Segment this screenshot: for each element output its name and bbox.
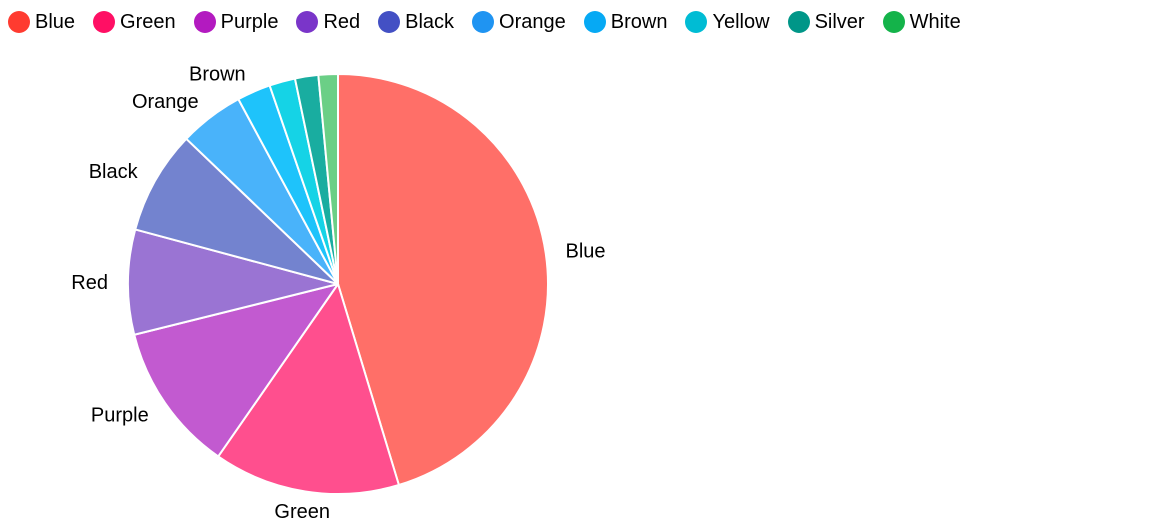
legend-swatch-icon [296,11,319,33]
legend: Blue Green Purple Red Black Orange Brown [8,8,979,36]
legend-item-white[interactable]: White [882,10,961,34]
legend-swatch-icon [472,11,495,33]
pie-slice-black[interactable] [134,137,339,285]
legend-swatch-icon [685,11,708,33]
legend-swatch-icon [93,11,116,33]
legend-item-yellow[interactable]: Yellow [685,10,770,34]
legend-label: Black [405,10,455,33]
legend-item-purple[interactable]: Purple [193,10,279,34]
slice-label-brown: Brown [189,63,246,85]
legend-item-green[interactable]: Green [93,11,176,34]
pie-slice-purple[interactable] [133,283,339,458]
pie-slice-red[interactable] [127,228,339,336]
legend-label: Purple [220,10,279,33]
slice-label-black: Black [89,161,139,183]
legend-item-blue[interactable]: Blue [8,11,75,34]
legend-swatch-icon [882,11,905,33]
legend-item-black[interactable]: Black [378,11,454,34]
legend-label: Silver [814,10,865,33]
legend-label: Brown [610,10,668,33]
pie-slice-green[interactable] [217,283,400,495]
legend-label: White [909,10,961,33]
legend-label: Red [323,10,361,33]
legend-label: Green [120,10,176,33]
slice-label-orange: Orange [132,91,199,113]
legend-item-brown[interactable]: Brown [583,10,668,34]
pie-slice-labels: Blue Green Purple Red Black Orange Brown [71,63,605,521]
legend-item-red[interactable]: Red [296,11,360,34]
pie-slice-blue[interactable] [337,73,549,486]
legend-label: Orange [499,10,566,33]
pie-slices [127,72,549,495]
legend-swatch-icon [378,11,401,33]
slice-label-purple: Purple [91,405,149,427]
legend-label: Yellow [712,10,770,33]
legend-swatch-icon [583,11,606,33]
legend-swatch-icon [8,11,30,33]
pie-slice-white[interactable] [317,72,339,285]
legend-label: Blue [35,10,76,33]
legend-swatch-icon [193,11,216,33]
legend-item-silver[interactable]: Silver [787,10,865,34]
slice-label-blue: Blue [566,240,606,262]
slice-label-red: Red [71,272,108,294]
legend-item-orange[interactable]: Orange [472,11,566,34]
legend-swatch-icon [787,11,810,33]
slice-label-green: Green [274,501,330,521]
